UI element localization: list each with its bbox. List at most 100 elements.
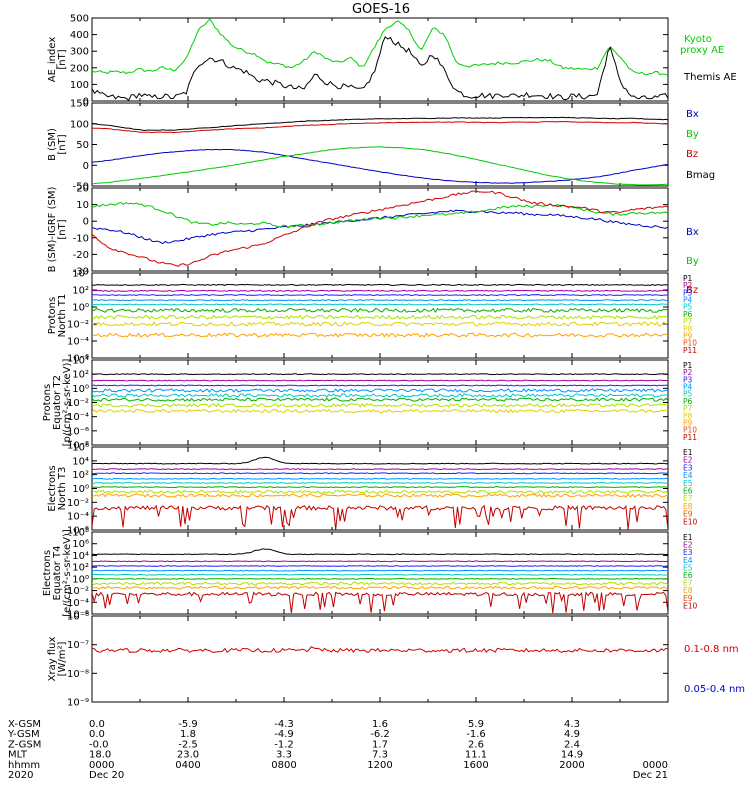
- x-row-label: MLT: [8, 750, 28, 761]
- plot-area: [92, 190, 668, 267]
- series-line-e1: [92, 548, 668, 556]
- x-row-value: 0000: [643, 760, 668, 771]
- y-axis-label: Protons: [42, 384, 53, 421]
- legend-line: proxy AE: [680, 45, 724, 56]
- legend-label: P11: [683, 346, 697, 355]
- y-tick-label: -10: [73, 233, 89, 244]
- panel-frame: [91, 531, 669, 615]
- panel-pe: 10⁻⁸ 10⁻⁶ 10⁻⁴ 10⁻² 10⁰ 10² 10⁴ Protons Equator …: [42, 356, 697, 452]
- x-row-value: Dec 21: [633, 770, 668, 781]
- legend-label: E9: [683, 594, 693, 603]
- x-row-value: 1.8: [180, 729, 196, 740]
- y-tick-label: 10⁻⁹: [67, 698, 89, 709]
- y-tick-label: 10²: [72, 563, 89, 574]
- legend-label: Themis AE: [683, 72, 737, 83]
- y-tick-label: 10⁰: [72, 384, 89, 395]
- x-row-value: 7.3: [372, 750, 388, 761]
- y-tick-label: 10⁻⁸: [67, 669, 89, 680]
- y-axis-label: B (SM)-IGRF (SM): [47, 187, 58, 273]
- series-line-p7: [92, 314, 668, 320]
- series-line-e8: [92, 585, 668, 590]
- legend-label: P6: [683, 310, 693, 319]
- y-axis-label: AE_index: [47, 37, 58, 83]
- panel-pn: 10⁻⁶ 10⁻⁴ 10⁻² 10⁰ 10² 10⁴ Protons North T1 P1P2…: [47, 269, 697, 365]
- x-row-value: 2.4: [564, 739, 580, 750]
- y-tick-label: 10⁻⁶: [67, 354, 89, 365]
- series-line-e7: [92, 489, 668, 495]
- panel-xray: 10⁻⁹ 10⁻⁸ 10⁻⁷ 10⁻⁶ Xray flux [W/m²] 0.1-0.8 n…: [47, 612, 745, 709]
- y-axis-label: Xray flux: [47, 637, 58, 682]
- legend-label: E3: [683, 463, 693, 472]
- legend-label: Bz: [686, 285, 698, 296]
- x-row-value: 2.6: [468, 739, 484, 750]
- legend-label: P2: [683, 281, 693, 290]
- legend-label: P8: [683, 324, 693, 333]
- x-row-value: 0.0: [89, 719, 105, 730]
- legend-label: By: [686, 129, 699, 140]
- x-row-value: -5.9: [178, 719, 198, 730]
- y-tick-label: 10⁻⁴: [67, 512, 89, 523]
- legend-label: E10: [683, 517, 698, 526]
- series-line-p6: [92, 397, 668, 402]
- y-tick-label: 0: [83, 97, 89, 108]
- series-line-p4: [92, 299, 668, 302]
- y-tick-label: 100: [70, 119, 89, 130]
- y-tick-label: 10⁻⁶: [67, 426, 89, 437]
- legend-label: P7: [683, 404, 693, 413]
- legend-label: E4: [683, 471, 693, 480]
- panel-frame: [91, 17, 669, 102]
- series-line-e2: [92, 560, 668, 563]
- x-row-value: -4.9: [274, 729, 294, 740]
- legend-label: E9: [683, 510, 693, 519]
- y-tick-label: 0: [83, 161, 89, 172]
- y-tick-label: -30: [73, 267, 89, 278]
- legend-label: 0.1-0.8 nm: [684, 644, 739, 655]
- legend-label: P10: [683, 339, 697, 348]
- y-tick-label: 10⁻⁶: [67, 612, 89, 623]
- series-line-p2: [92, 289, 668, 292]
- series-line-0-1-0-8-nm: [92, 646, 668, 654]
- legend-line: Kyoto: [684, 34, 712, 45]
- legend-label: E2: [683, 456, 693, 465]
- legend-label: P4: [683, 296, 693, 305]
- panel-db: -30 -20 -10 0 10 20 B (SM)-IGRF (SM) [nT] Bx By Bz: [47, 184, 699, 297]
- legend-label: P11: [683, 433, 697, 442]
- legend-label: P9: [683, 418, 693, 427]
- legend-label: Kyoto proxy AE: [680, 34, 724, 56]
- y-tick-label: 10⁶: [72, 443, 89, 454]
- plot-area: [92, 18, 668, 101]
- legend-label: E7: [683, 494, 693, 503]
- series-line-p8: [92, 321, 668, 327]
- legend-label: E10: [683, 601, 698, 610]
- y-tick-label: 10²: [72, 370, 89, 381]
- legend-label: E4: [683, 556, 693, 565]
- series-line-bz: [92, 120, 668, 134]
- legend-label: E5: [683, 479, 693, 488]
- legend-label: 0.05-0.4 nm: [684, 684, 745, 695]
- y-tick-label: 10⁻²: [67, 398, 89, 409]
- legend-label: Bx: [686, 109, 699, 120]
- y-tick-label: 10⁻⁶: [67, 610, 89, 621]
- y-axis-label: [nT]: [57, 49, 68, 69]
- series-line-p7: [92, 403, 668, 408]
- x-row-value: Dec 20: [89, 770, 124, 781]
- series-line-themis-ae: [92, 36, 668, 101]
- series-line-e3: [92, 472, 668, 475]
- series-line-by: [92, 146, 668, 186]
- y-tick-label: -50: [73, 182, 89, 193]
- series-line-bz: [92, 190, 668, 267]
- y-axis-label: [nT]: [57, 219, 68, 239]
- y-axis-label: [nT]: [57, 134, 68, 154]
- legend-label: E5: [683, 563, 693, 572]
- series-line-p5: [92, 303, 668, 306]
- y-tick-label: 10⁻²: [67, 498, 89, 509]
- legend-label: E6: [683, 487, 693, 496]
- legend-label: P3: [683, 288, 693, 297]
- y-tick-label: 10⁸: [72, 528, 89, 539]
- plot-title: GOES-16: [352, 2, 410, 17]
- y-tick-label: -20: [73, 250, 89, 261]
- legend-label: E1: [683, 448, 693, 457]
- y-tick-label: 10²: [72, 286, 89, 297]
- y-tick-label: 10⁻⁶: [67, 526, 89, 537]
- series-line-kyoto-proxy-ae: [92, 18, 668, 76]
